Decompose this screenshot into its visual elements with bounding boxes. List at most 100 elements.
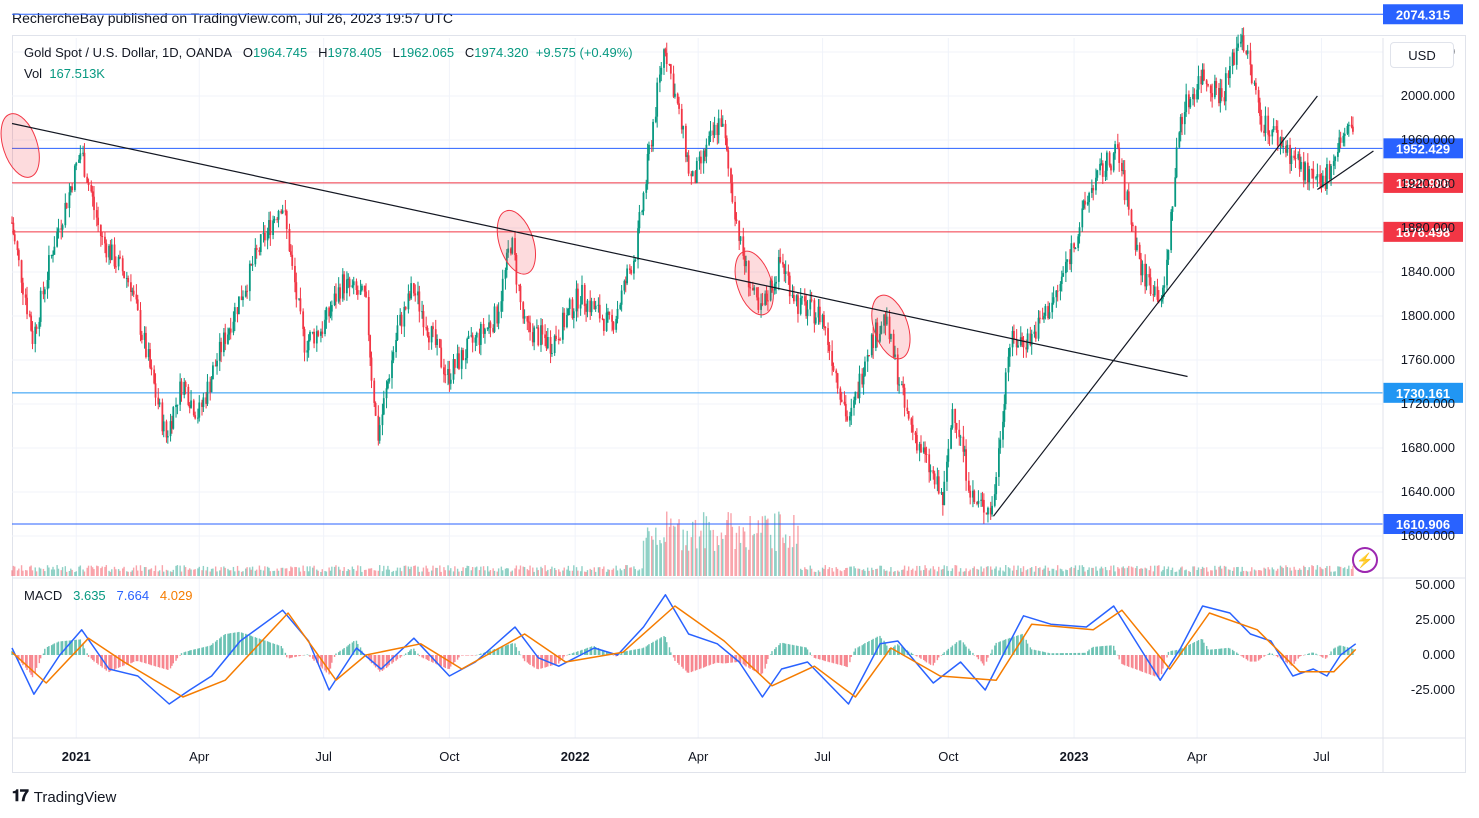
volume-bar [158, 570, 161, 576]
volume-bar [769, 534, 772, 576]
volume-bar [668, 526, 671, 576]
macd-histogram-bar [373, 655, 375, 666]
candle-body [1002, 421, 1004, 440]
macd-histogram-bar [1108, 645, 1111, 655]
macd-histogram-bar [461, 655, 463, 656]
tradingview-logo[interactable]: 𝟏𝟕 TradingView [12, 788, 116, 806]
candle-body [1162, 287, 1164, 300]
macd-histogram-bar [339, 650, 341, 655]
level-price-label: 2074.315 [1396, 7, 1450, 22]
volume-bar [165, 569, 168, 576]
currency-button[interactable]: USD [1390, 42, 1454, 68]
volume-bar [1339, 566, 1342, 576]
volume-bar [1260, 570, 1263, 576]
candle-body [1003, 404, 1006, 422]
volume-bar [846, 567, 848, 576]
candle-body [1260, 115, 1263, 131]
macd-histogram-bar [202, 647, 205, 655]
macd-histogram-bar [184, 651, 187, 655]
macd-histogram-bar [510, 643, 512, 655]
macd-histogram-bar [925, 655, 928, 663]
macd-histogram-bar [246, 634, 248, 655]
volume-bar [656, 544, 658, 576]
volume-bar [980, 566, 982, 576]
candle-body [965, 449, 967, 481]
volume-bar [187, 569, 190, 576]
candle-body [1078, 227, 1081, 237]
candle-body [68, 192, 71, 209]
lightning-icon[interactable]: ⚡ [1352, 547, 1378, 573]
volume-bar [197, 568, 199, 576]
candle-body [1185, 94, 1188, 113]
candle-body [563, 312, 566, 328]
volume-bar [832, 571, 835, 576]
candle-body [343, 274, 346, 294]
candle-body [885, 316, 888, 325]
macd-histogram-bar [347, 645, 349, 655]
volume-bar [716, 536, 719, 576]
volume-bar [1289, 567, 1291, 576]
macd-histogram-bar [135, 655, 138, 662]
candle-body [244, 290, 247, 297]
volume-bar [26, 570, 28, 576]
macd-histogram-bar [444, 655, 447, 669]
macd-histogram-bar [466, 655, 468, 656]
signal-line [11, 605, 1357, 698]
volume-bar [663, 537, 665, 576]
volume-bar [994, 568, 996, 576]
volume-bar [593, 567, 595, 576]
volume-bar [1282, 568, 1284, 576]
candle-body [73, 165, 76, 191]
candle-body [605, 312, 608, 331]
candle-body [751, 288, 754, 291]
macd-histogram-bar [346, 646, 348, 655]
candle-body [307, 340, 310, 351]
macd-histogram-bar [962, 642, 965, 655]
volume-bar [30, 565, 32, 576]
candle-body [306, 350, 309, 353]
volume-bar [234, 571, 236, 576]
macd-histogram-bar [951, 645, 954, 655]
macd-histogram-bar [1240, 655, 1242, 656]
volume-bar [1134, 568, 1137, 576]
candle-body [190, 400, 192, 408]
volume-bar [1344, 567, 1346, 576]
candle-body [1041, 318, 1044, 320]
macd-histogram-bar [861, 645, 863, 655]
volume-bar [16, 570, 19, 576]
candle-body [809, 299, 812, 310]
candle-body [993, 494, 996, 506]
candle-body [1066, 259, 1069, 262]
volume-bar [745, 547, 747, 576]
macd-histogram-bar [378, 655, 381, 672]
macd-histogram-bar [1026, 643, 1029, 655]
candle-body [1179, 116, 1182, 133]
macd-histogram-bar [690, 655, 693, 673]
macd-histogram-bar [1152, 655, 1155, 676]
macd-histogram-bar [428, 655, 430, 661]
candle-body [169, 421, 172, 437]
macd-histogram-bar [480, 653, 482, 655]
volume-bar [82, 569, 84, 576]
volume-bar [104, 566, 106, 576]
volume-bar [642, 540, 645, 576]
candle-body [1250, 64, 1253, 84]
candle-body [963, 449, 966, 452]
candle-body [101, 236, 104, 238]
volume-bar [599, 567, 601, 576]
volume-bar [888, 571, 891, 576]
macd-histogram-bar [303, 654, 306, 656]
macd-histogram-bar [295, 655, 298, 657]
macd-histogram-bar [1096, 646, 1099, 655]
macd-histogram-bar [1297, 655, 1299, 659]
macd-histogram-bar [496, 648, 498, 655]
volume-bar [928, 570, 930, 576]
volume-bar [571, 570, 574, 576]
volume-bar [1185, 569, 1187, 576]
volume-bar [1088, 567, 1090, 576]
candle-body [518, 284, 521, 286]
volume-bar [115, 569, 117, 576]
macd-histogram-bar [698, 655, 701, 670]
